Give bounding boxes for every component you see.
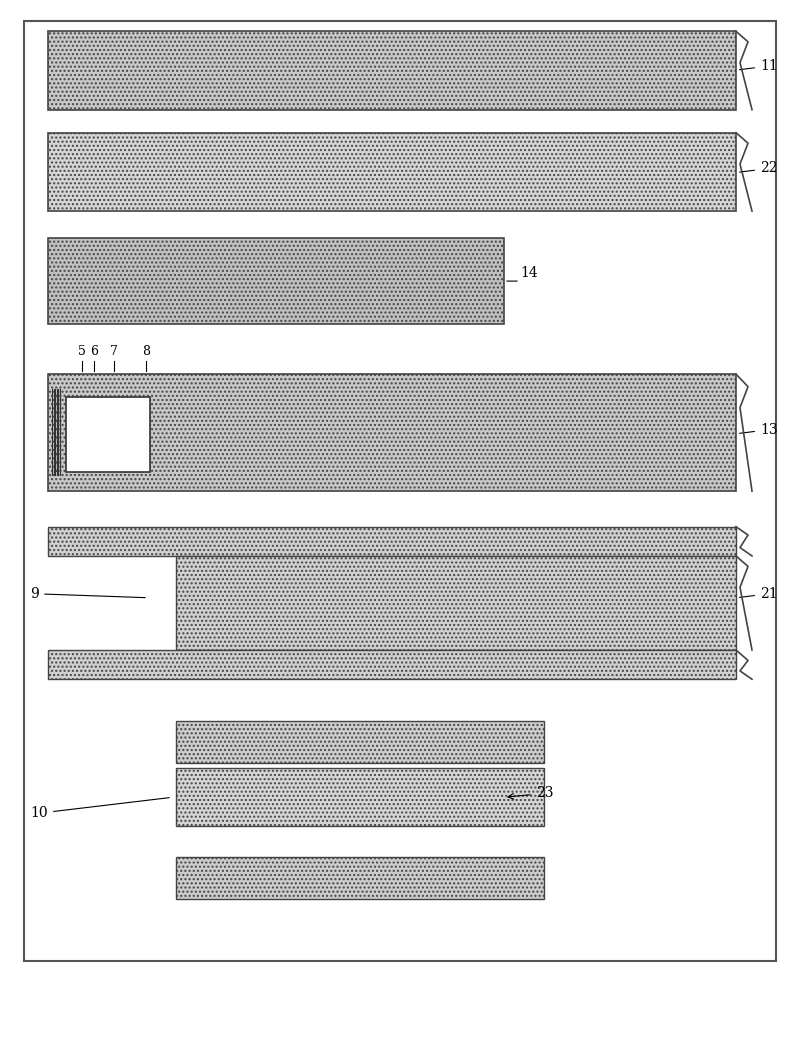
Text: 13: 13 (739, 422, 778, 437)
Bar (48, 527, 736, 556)
Bar (176, 768, 544, 826)
Bar (48, 238, 504, 324)
Bar (176, 556, 736, 650)
Text: 9: 9 (30, 586, 146, 601)
Text: 6: 6 (90, 345, 98, 358)
Bar (176, 857, 544, 899)
Text: 22: 22 (739, 161, 778, 176)
Bar (66, 397, 150, 472)
FancyBboxPatch shape (24, 21, 776, 961)
Text: 5: 5 (78, 345, 86, 358)
Text: 23: 23 (508, 786, 554, 800)
Text: 10: 10 (30, 797, 170, 820)
Text: 7: 7 (110, 345, 118, 358)
Text: 11: 11 (739, 59, 778, 73)
Bar (176, 721, 544, 763)
Bar (48, 374, 736, 491)
Text: 21: 21 (739, 586, 778, 601)
Text: 14: 14 (520, 265, 538, 280)
Bar (48, 31, 736, 110)
Text: 8: 8 (142, 345, 150, 358)
Bar (48, 650, 736, 679)
Bar (48, 133, 736, 211)
